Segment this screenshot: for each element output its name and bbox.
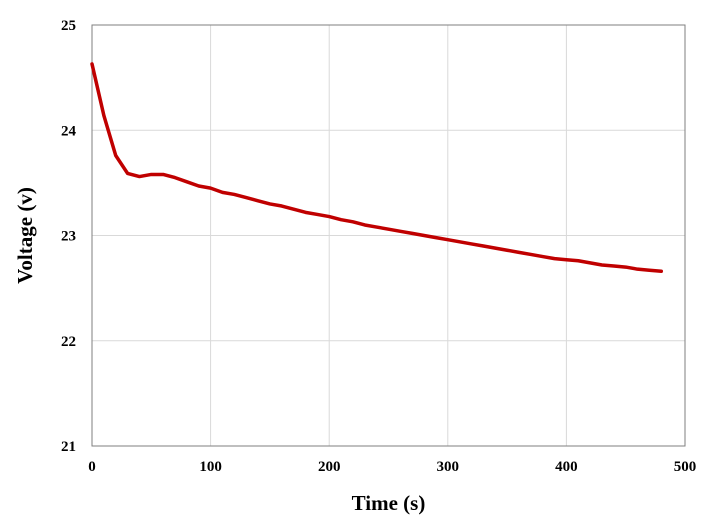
voltage-series-line: [90, 62, 664, 274]
x-tick-label: 100: [199, 459, 222, 475]
x-tick-label: 400: [555, 459, 578, 475]
y-tick-label: 24: [61, 123, 77, 139]
x-tick-label: 300: [437, 459, 460, 475]
plot-border: [91, 24, 686, 447]
y-tick-label: 25: [61, 18, 76, 34]
y-axis-title: Voltage (v): [13, 187, 37, 284]
y-tick-label: 23: [61, 229, 76, 245]
y-axis-ticks: 21 22 23 24 25: [61, 18, 77, 455]
y-tick-label: 22: [61, 334, 76, 350]
x-axis-title: Time (s): [352, 491, 426, 515]
gridlines: [92, 25, 685, 446]
x-tick-label: 200: [318, 459, 341, 475]
series-layer: [90, 62, 664, 274]
y-tick-label: 21: [61, 439, 76, 455]
x-tick-label: 500: [674, 459, 697, 475]
x-tick-label: 0: [88, 459, 96, 475]
x-axis-ticks: 0 100 200 300 400 500: [88, 459, 696, 475]
